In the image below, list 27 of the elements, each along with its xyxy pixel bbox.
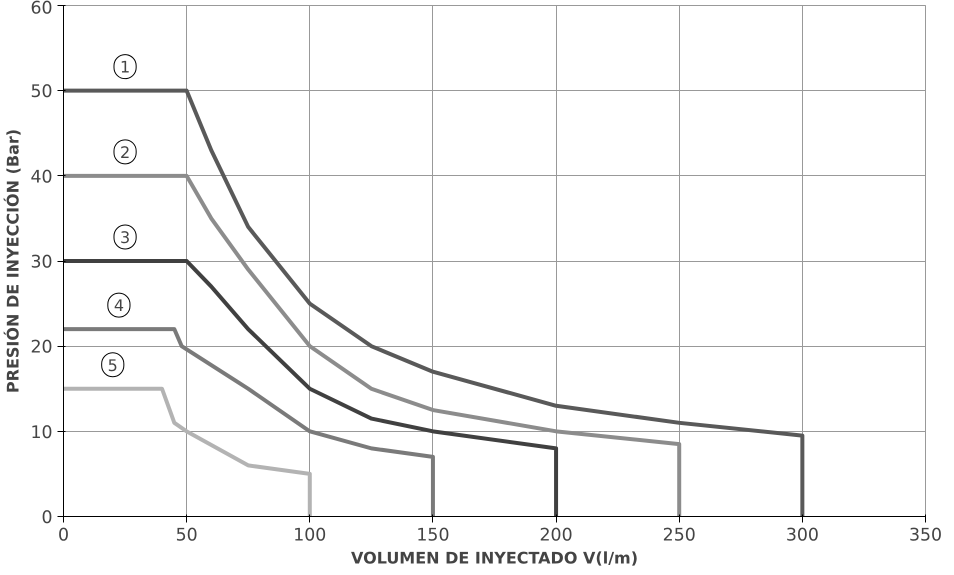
series-label: 1 — [120, 58, 130, 77]
x-tick-label: 350 — [908, 526, 942, 546]
y-tick-label: 40 — [30, 167, 53, 188]
line-series — [64, 386, 312, 516]
y-tick-label: 30 — [30, 252, 53, 272]
y-tick-label: 0 — [41, 508, 53, 528]
x-axis-title: VOLUMEN DE INYECTADO V(l/m) — [350, 548, 638, 568]
series-label: 4 — [114, 296, 124, 316]
x-tick-label: 150 — [416, 526, 450, 546]
line-series — [64, 259, 558, 516]
x-tick-label: 200 — [540, 526, 573, 546]
x-tick-label: 300 — [786, 526, 819, 546]
y-axis-title: PRESIÓN DE INYECCIÓN (Bar) — [3, 128, 22, 394]
x-tick-label: 0 — [58, 526, 70, 546]
y-tick-label: 20 — [30, 338, 53, 358]
y-tick-label: 10 — [30, 422, 53, 443]
y-tick-label: 50 — [30, 82, 53, 102]
line-series — [64, 327, 435, 516]
line-series — [64, 174, 682, 516]
x-tick-label: 250 — [662, 526, 696, 546]
series-label: 5 — [108, 356, 118, 375]
line-series — [64, 88, 804, 516]
x-tick-label: 50 — [176, 526, 198, 546]
series-label: 2 — [120, 142, 130, 162]
y-tick-label: 60 — [30, 0, 53, 18]
x-tick-label: 100 — [293, 526, 326, 546]
series-label: 3 — [120, 228, 130, 247]
